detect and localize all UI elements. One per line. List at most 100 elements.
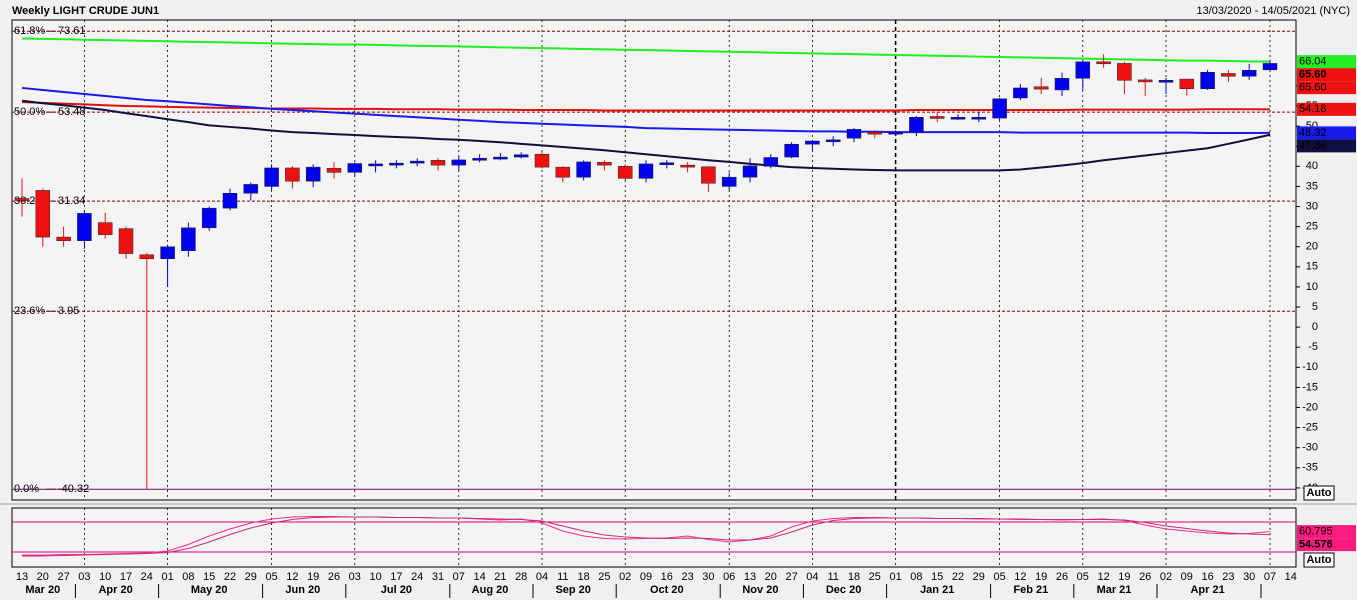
indicator-panel xyxy=(11,507,1297,568)
candle-body xyxy=(1262,63,1278,71)
month-label: Jun 20 xyxy=(285,584,320,596)
month-label: Dec 20 xyxy=(826,584,861,596)
x-tick-label: 17 xyxy=(390,571,402,583)
x-tick-label: 24 xyxy=(141,571,153,583)
month-label: Jul 20 xyxy=(381,584,412,596)
x-tick-label: 04 xyxy=(806,571,818,583)
x-tick-label: 20 xyxy=(765,571,777,583)
candle-body xyxy=(181,227,196,252)
candle-body xyxy=(1137,79,1153,83)
candle-body xyxy=(805,140,820,145)
candle-body xyxy=(1075,61,1091,79)
x-tick-label: 12 xyxy=(1097,571,1109,583)
fib-value: 31.34 xyxy=(58,195,86,207)
moving-average-line xyxy=(21,101,1271,112)
candle-body xyxy=(243,184,259,194)
fib-value: 53.48 xyxy=(58,106,86,118)
month-label: Mar 20 xyxy=(25,584,60,596)
moving-average-line xyxy=(21,37,1271,63)
candle-body xyxy=(493,156,508,160)
value-tag-label: 60.795 xyxy=(1299,526,1333,538)
month-label: Sep 20 xyxy=(555,584,590,596)
candle-body xyxy=(867,131,883,135)
candle-body xyxy=(576,161,591,178)
month-label: Jan 21 xyxy=(920,584,954,596)
fib-label: 23.6% xyxy=(14,305,45,317)
x-tick-label: 17 xyxy=(120,571,132,583)
month-label: Aug 20 xyxy=(472,584,509,596)
y-tick-label: 20 xyxy=(1306,241,1318,253)
month-label: May 20 xyxy=(191,584,228,596)
value-tag xyxy=(1297,81,1356,95)
autoscale-label[interactable]: Auto xyxy=(1306,554,1331,566)
y-tick-label: 0 xyxy=(1312,321,1318,333)
candle-body xyxy=(1200,72,1215,89)
x-tick-label: 18 xyxy=(848,571,860,583)
x-tick-label: 12 xyxy=(286,571,298,583)
x-tick-label: 10 xyxy=(369,571,381,583)
candle-body xyxy=(638,163,654,179)
autoscale-button[interactable] xyxy=(1303,485,1335,501)
candle-body xyxy=(1033,86,1049,90)
x-tick-label: 06 xyxy=(723,571,735,583)
candle-body xyxy=(1117,63,1132,81)
fib-label: 50.0% xyxy=(14,106,45,118)
value-tag xyxy=(1297,525,1356,539)
fib-value: 3.95 xyxy=(58,305,79,317)
overlay: 66.0465.6065.6054.1848.3247.8660.79554.5… xyxy=(1297,55,1356,568)
candle-body xyxy=(888,131,903,135)
x-tick-label: 09 xyxy=(1181,571,1193,583)
x-tick-label: 30 xyxy=(1243,571,1255,583)
candle-body xyxy=(763,157,779,167)
x-tick-label: 23 xyxy=(1222,571,1234,583)
candle-body xyxy=(617,166,633,179)
candle-body xyxy=(201,207,217,229)
y-tick-label: 5 xyxy=(1312,301,1318,313)
x-tick-label: 16 xyxy=(661,571,673,583)
month-label: Apr 21 xyxy=(1190,584,1224,596)
candle-body xyxy=(929,116,945,119)
candle-body xyxy=(742,165,758,178)
y-tick-label: -35 xyxy=(1302,462,1318,474)
candle-body xyxy=(305,166,321,182)
month-label: Nov 20 xyxy=(742,584,778,596)
candle-body xyxy=(56,236,71,241)
value-tag xyxy=(1297,139,1356,153)
fib-label: 0.0% xyxy=(14,483,39,495)
candle-body xyxy=(409,160,425,164)
candle-body xyxy=(451,159,467,166)
candle-body xyxy=(534,154,550,168)
y-tick-label: -10 xyxy=(1302,361,1318,373)
x-tick-label: 05 xyxy=(265,571,277,583)
value-tag xyxy=(1297,126,1356,140)
y-tick-label: 25 xyxy=(1306,221,1318,233)
x-tick-label: 07 xyxy=(1264,571,1276,583)
candle-body xyxy=(326,168,342,173)
y-tick-label: -15 xyxy=(1302,381,1318,393)
autoscale-button[interactable] xyxy=(1303,552,1335,568)
y-tick-label: -25 xyxy=(1302,422,1318,434)
y-tick-label: 50 xyxy=(1306,120,1318,132)
y-tick-label: 40 xyxy=(1306,160,1318,172)
x-tick-label: 10 xyxy=(99,571,111,583)
chart-title: Weekly LIGHT CRUDE JUN1 xyxy=(12,5,159,17)
month-label: Oct 20 xyxy=(650,584,684,596)
date-range: 13/03/2020 - 14/05/2021 (NYC) xyxy=(1197,5,1351,17)
autoscale-label[interactable]: Auto xyxy=(1306,487,1331,499)
y-tick-label: 10 xyxy=(1306,281,1318,293)
x-tick-label: 22 xyxy=(952,571,964,583)
x-tick-label: 26 xyxy=(1056,571,1068,583)
x-tick-label: 02 xyxy=(619,571,631,583)
fib-label: 61.8% xyxy=(14,25,45,37)
value-tag-label: 47.86 xyxy=(1299,140,1327,152)
y-tick-label: 15 xyxy=(1306,261,1318,273)
candle-body xyxy=(222,193,238,209)
candle-body xyxy=(139,254,155,260)
y-tick-label: -5 xyxy=(1308,341,1318,353)
candle-body xyxy=(264,167,279,187)
candle-body xyxy=(160,246,175,260)
x-tick-label: 01 xyxy=(889,571,901,583)
candle-body xyxy=(1096,61,1111,65)
x-tick-label: 28 xyxy=(515,571,527,583)
candle-body xyxy=(950,117,966,120)
